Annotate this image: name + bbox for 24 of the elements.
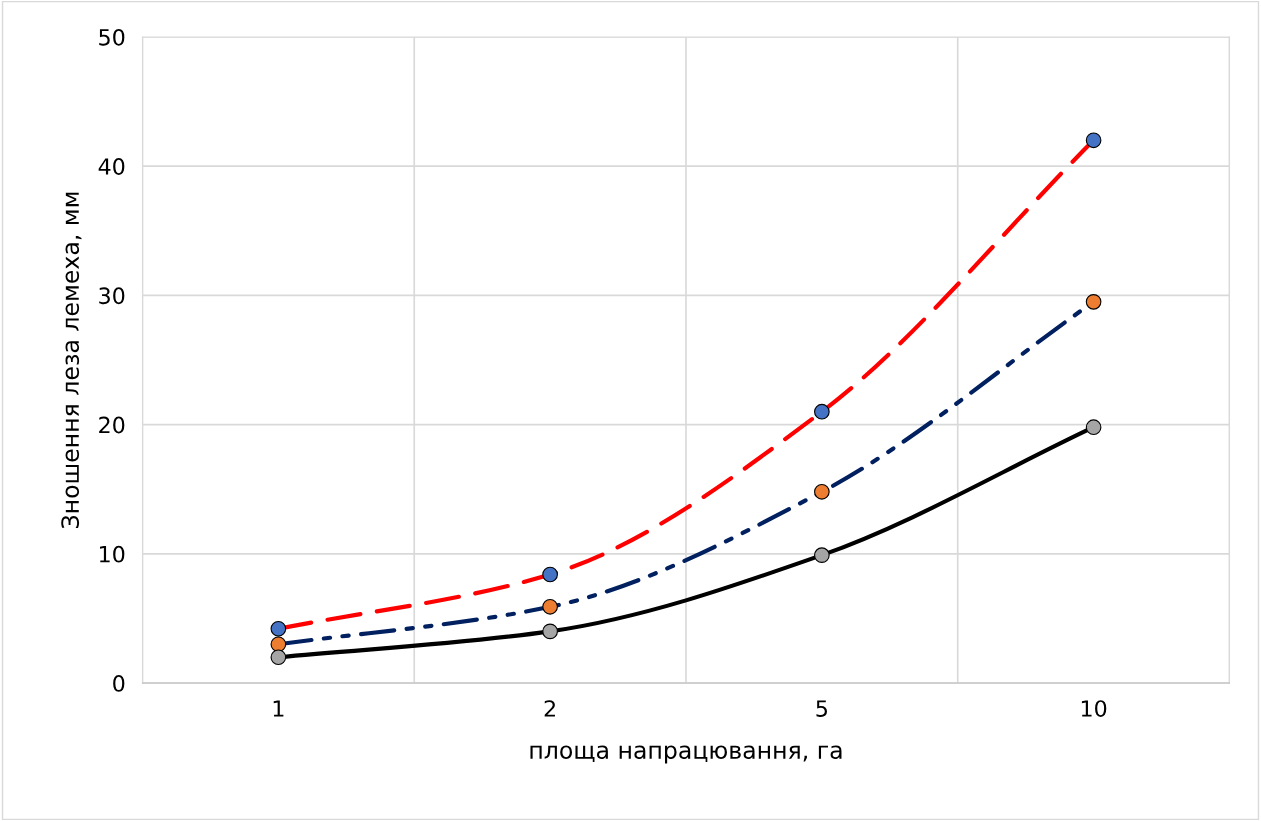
point xyxy=(814,403,830,420)
x-tick-label: 1 xyxy=(273,700,284,717)
y-tick-label: 0 xyxy=(113,675,125,692)
point xyxy=(270,620,287,637)
y-tick-label: 40 xyxy=(98,158,125,175)
y-tick-label: 20 xyxy=(99,416,125,434)
x-axis-title: площа напрацювання, га xyxy=(530,745,842,764)
y-tick-label: 50 xyxy=(99,28,125,46)
x-tick-label: 10 xyxy=(1081,700,1107,717)
y-tick-label: 30 xyxy=(99,287,125,305)
point xyxy=(1085,294,1102,310)
point xyxy=(270,649,287,666)
point xyxy=(814,547,830,563)
point xyxy=(542,623,558,640)
point xyxy=(542,566,558,583)
x-tick-label: 5 xyxy=(816,700,827,717)
x-tick-label: 2 xyxy=(544,700,555,717)
point xyxy=(270,636,287,653)
y-tick-label: 10 xyxy=(99,545,125,563)
point xyxy=(1085,419,1102,436)
point xyxy=(1085,132,1102,149)
point xyxy=(814,483,830,500)
y-axis-title: Зношення леза лемеха, мм xyxy=(61,192,82,528)
point xyxy=(542,598,558,615)
